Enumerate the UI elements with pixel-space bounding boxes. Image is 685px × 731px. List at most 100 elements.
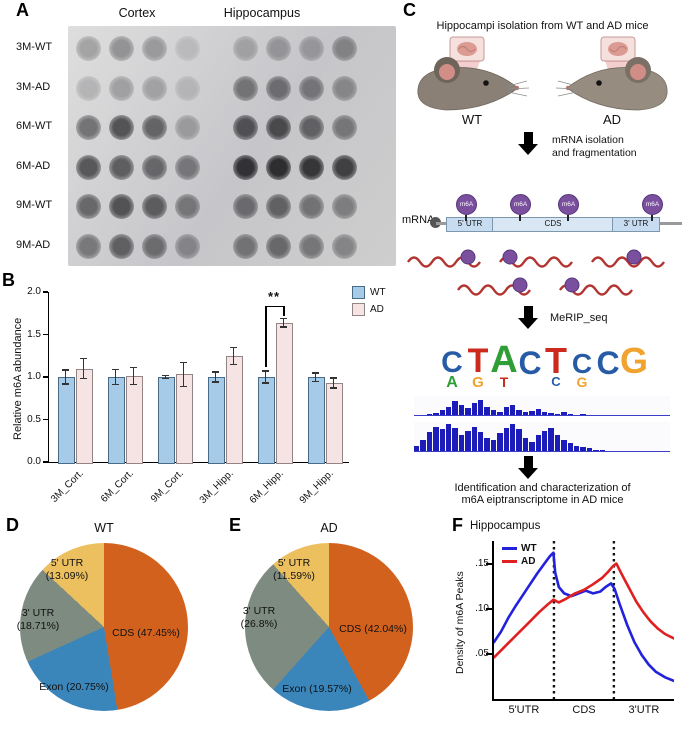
coverage-bar [490, 440, 497, 451]
blot-dot [332, 194, 357, 219]
blot-row-label: 9M-WT [16, 199, 53, 211]
panel-d-pie-wt: D WT CDS (47.45%) Exon (20.75%) 3' UTR (18… [0, 515, 225, 731]
mrna-diagram: mRNA 5' UTR CDS 3' UTR m6A m6A m6A m6A [400, 186, 685, 246]
logo-letter: A [490, 338, 518, 381]
line-chart-legend: WT AD [502, 543, 537, 569]
logo-column: C [517, 336, 543, 392]
m6a-mark: m6A [456, 194, 477, 221]
panel-e-pie-ad: E AD CDS (42.04%) Exon (19.57%) 3' UTR (26… [225, 515, 450, 731]
y-axis-tick-label: 0.5 [27, 413, 41, 425]
blot-dot [76, 115, 101, 140]
error-bar-cap [111, 368, 119, 371]
error-bar-cap [61, 383, 69, 385]
logo-letter-small: C [551, 374, 561, 389]
coverage-bar [446, 406, 452, 415]
logo-letter: C [571, 348, 593, 380]
workflow-arrow-2-icon [518, 306, 538, 329]
pie-slice-label-3utr: 3' UTR (18.71%) [16, 607, 60, 632]
y-axis-tick [486, 652, 492, 655]
error-bar-cap [79, 357, 87, 360]
m6a-mark: m6A [642, 194, 663, 221]
legend-label: WT [521, 543, 537, 554]
blot-dot [299, 75, 324, 101]
blot-dot [332, 36, 357, 61]
legend-swatch-ad [352, 303, 365, 316]
x-region-label: CDS [572, 704, 596, 716]
ad-mouse-label: AD [602, 112, 622, 127]
m6a-circle-icon: m6A [510, 194, 531, 215]
legend-label: AD [370, 304, 384, 315]
y-axis-tick-label: .15 [475, 557, 489, 569]
coverage-bar [471, 403, 477, 415]
coverage-bar [465, 430, 471, 451]
blot-dot [175, 115, 200, 140]
coverage-bar [458, 434, 465, 451]
error-bar-cap [61, 369, 69, 371]
y-axis-tick [486, 607, 492, 610]
logo-letter-small: G [576, 374, 588, 390]
blot-dot [142, 115, 167, 140]
y-axis-tick [43, 461, 48, 463]
coverage-bar [478, 399, 484, 415]
blot-dot [233, 36, 258, 61]
panel-e-label: E [229, 515, 242, 535]
coverage-bar [542, 430, 548, 451]
blot-row-label: 3M-AD [16, 80, 51, 93]
mice-illustration [417, 36, 668, 111]
step2-line2: and fragmentation [552, 147, 637, 160]
blot-row-label: 3M-WT [16, 41, 53, 53]
pie-chart-wt [20, 543, 188, 711]
coverage-bar [522, 437, 529, 451]
ad-mouse-illustration [555, 36, 668, 111]
line-chart-y-axis-label: Density of m6A Peaks [454, 571, 466, 675]
track-baseline [414, 414, 670, 416]
m6a-circle-icon: m6A [558, 194, 579, 215]
final-line2: m6A eiptranscriptome in AD mice [461, 494, 624, 506]
pie-wt-title: WT [94, 521, 114, 535]
coverage-bar [439, 429, 445, 451]
error-bar [114, 369, 116, 385]
legend-item: AD [352, 303, 386, 316]
blot-dot [266, 233, 291, 259]
coverage-bar [471, 426, 477, 451]
coverage-bar [535, 434, 541, 451]
logo-column: C [595, 336, 621, 392]
density-line-ad [492, 562, 676, 659]
blot-dot [233, 115, 258, 140]
blot-dot [266, 75, 291, 101]
panel-f-line-chart: F Hippocampus Density of m6A Peaks .05 .1… [450, 515, 685, 731]
y-axis-tick-label: 2.0 [27, 286, 41, 297]
legend-line-ad [502, 560, 517, 563]
significance-stars: ** [267, 288, 281, 304]
coverage-bar [458, 404, 465, 415]
y-axis-tick [486, 562, 492, 565]
bar-ad-6 [325, 382, 343, 464]
coverage-bar [516, 409, 522, 415]
coverage-bar [516, 429, 522, 451]
coverage-bar [414, 445, 420, 451]
error-bar [332, 377, 334, 389]
coverage-bar [484, 437, 490, 451]
y-axis-tick-label: 1.5 [27, 328, 41, 340]
logo-letter: T [545, 340, 567, 382]
coverage-bar [510, 424, 516, 451]
density-line-wt [492, 551, 676, 683]
coverage-bar [465, 408, 471, 415]
pie-slice-label-cds: CDS (47.45%) [112, 627, 180, 639]
logo-letter: C [518, 344, 542, 381]
panel-b-bar-chart: B Relative m6A abundance 0.0 0.5 1.0 1.5 2.0… [0, 270, 400, 516]
y-axis-tick-label: 0.0 [27, 456, 41, 467]
bar-ad-3 [175, 374, 193, 464]
y-axis-tick-label: 1.0 [27, 371, 41, 382]
error-bar-cap [79, 377, 87, 380]
wt-mouse-illustration [417, 36, 530, 111]
workflow-arrow-3-icon [518, 456, 538, 479]
coverage-bar [497, 411, 503, 415]
error-bar [282, 318, 284, 327]
significance-bracket [265, 305, 283, 308]
coverage-bar [446, 424, 452, 451]
error-bar-cap [329, 387, 337, 389]
m6a-mark: m6A [510, 194, 531, 221]
coverage-bar [452, 428, 458, 451]
